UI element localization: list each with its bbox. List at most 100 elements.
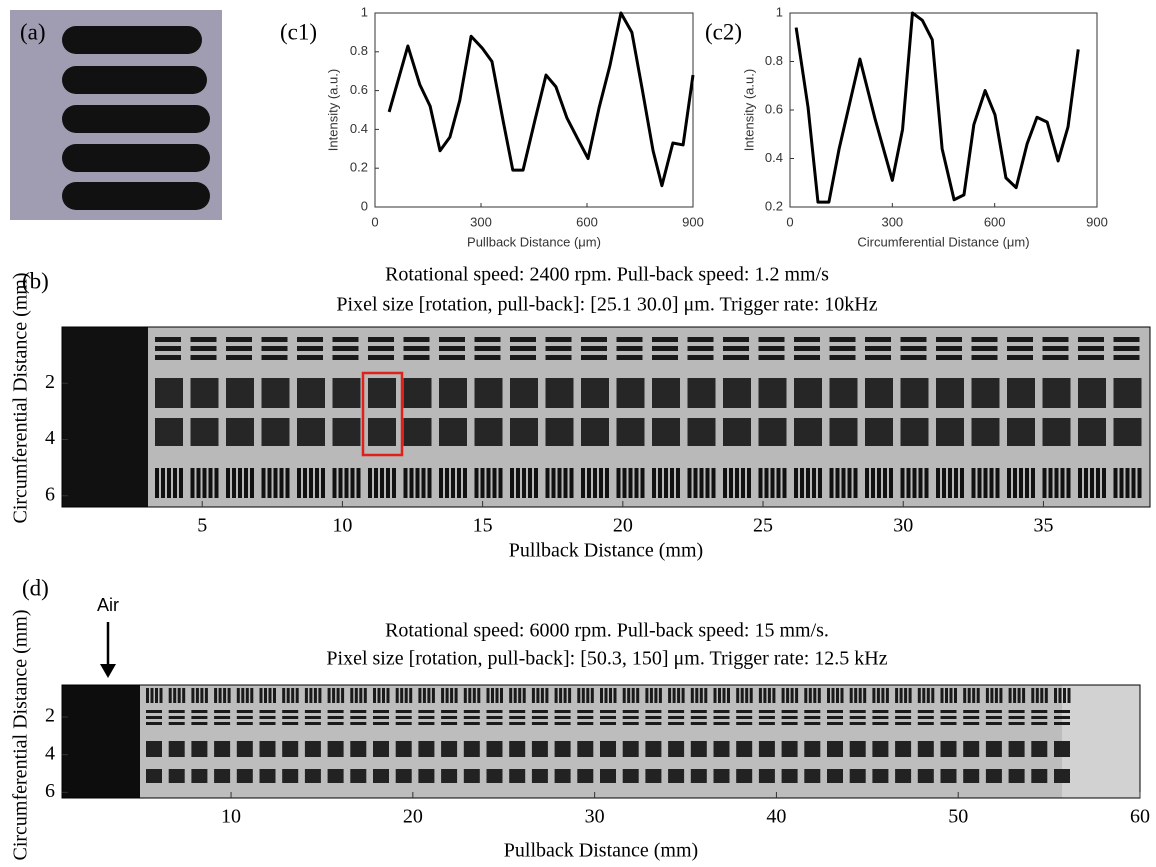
target-block bbox=[971, 378, 1000, 408]
target-bar bbox=[865, 468, 869, 498]
target-bar bbox=[581, 355, 607, 360]
target-bar bbox=[908, 688, 912, 703]
photo-a: (a) bbox=[10, 10, 222, 220]
target-bar bbox=[658, 688, 662, 703]
target-bar bbox=[545, 688, 549, 703]
target-bar bbox=[563, 468, 568, 498]
target-bar bbox=[918, 468, 923, 498]
target-bar bbox=[150, 688, 154, 703]
target-bar bbox=[599, 468, 603, 498]
target-bar bbox=[146, 722, 162, 725]
target-bar bbox=[363, 688, 367, 703]
target-bar bbox=[245, 688, 249, 703]
target-bar bbox=[1054, 710, 1070, 713]
target-bar bbox=[1019, 468, 1023, 498]
target-bar bbox=[723, 468, 727, 498]
target-bar bbox=[690, 716, 707, 719]
target-bar bbox=[1042, 337, 1069, 342]
y-tick-label: 6 bbox=[45, 483, 55, 505]
target-bar bbox=[291, 688, 295, 703]
target-bar bbox=[936, 346, 962, 351]
target-bar bbox=[1054, 468, 1059, 498]
target-bar bbox=[912, 468, 917, 498]
target-bar bbox=[531, 716, 548, 719]
target-bar bbox=[817, 688, 821, 703]
target-block bbox=[545, 418, 574, 446]
target-bar bbox=[522, 468, 526, 498]
target-bar bbox=[1054, 688, 1057, 703]
target-bar bbox=[303, 468, 307, 498]
y-tick-label: 0.8 bbox=[765, 53, 783, 68]
target-bar bbox=[1031, 688, 1035, 703]
target-bar bbox=[190, 337, 217, 342]
target-bar bbox=[441, 688, 445, 703]
target-bar bbox=[645, 710, 662, 713]
target-bar bbox=[392, 468, 396, 498]
target-bar bbox=[554, 722, 571, 725]
target-block bbox=[261, 418, 290, 446]
target-bar bbox=[872, 722, 889, 725]
target-bar bbox=[849, 710, 866, 713]
target-bar bbox=[1078, 337, 1104, 342]
target-bar bbox=[963, 716, 980, 719]
target-bar bbox=[445, 468, 449, 498]
x-tick-label: 300 bbox=[470, 214, 492, 229]
target-bar bbox=[279, 468, 284, 498]
printed-bar bbox=[62, 105, 210, 133]
target-bar bbox=[173, 468, 177, 498]
target-bar bbox=[1066, 468, 1071, 498]
target-bar bbox=[409, 468, 414, 498]
target-bar bbox=[1090, 468, 1094, 498]
target-bar bbox=[196, 468, 201, 498]
target-bar bbox=[1031, 710, 1048, 713]
y-tick-label: 0.2 bbox=[350, 160, 368, 175]
target-bar bbox=[736, 710, 753, 713]
target-bar bbox=[285, 468, 290, 498]
target-bar bbox=[1042, 346, 1069, 351]
target-block bbox=[418, 769, 435, 783]
target-bar bbox=[723, 355, 749, 360]
target-bar bbox=[418, 710, 435, 713]
target-bar bbox=[226, 355, 252, 360]
y-axis-label: Intensity (a.u.) bbox=[741, 69, 756, 151]
target-bar bbox=[654, 688, 658, 703]
target-bar bbox=[554, 716, 571, 719]
target-bar bbox=[786, 688, 790, 703]
target-bar bbox=[267, 468, 272, 498]
target-bar bbox=[940, 716, 957, 719]
target-bar bbox=[226, 468, 230, 498]
x-tick-label: 0 bbox=[786, 214, 793, 229]
target-block bbox=[146, 769, 162, 783]
target-block bbox=[554, 769, 571, 783]
target-bar bbox=[518, 688, 522, 703]
target-bar bbox=[418, 716, 435, 719]
target-bar bbox=[304, 722, 321, 725]
target-bar bbox=[510, 346, 536, 351]
target-block bbox=[917, 769, 934, 783]
target-bar bbox=[723, 337, 749, 342]
target-bar bbox=[849, 716, 866, 719]
target-bar bbox=[551, 468, 556, 498]
target-bar bbox=[474, 337, 501, 342]
target-bar bbox=[191, 722, 208, 725]
target-bar bbox=[191, 688, 195, 703]
target-bar bbox=[415, 468, 420, 498]
target-bar bbox=[711, 468, 716, 498]
target-bar bbox=[1060, 468, 1065, 498]
target-block bbox=[1008, 769, 1025, 783]
target-bar bbox=[670, 468, 674, 498]
target-bar bbox=[631, 688, 635, 703]
x-axis-label: Pullback Distance (mm) bbox=[504, 840, 698, 862]
target-block bbox=[849, 741, 866, 757]
target-bar bbox=[232, 468, 236, 498]
target-bar bbox=[985, 716, 1002, 719]
x-tick-label: 30 bbox=[585, 806, 605, 828]
target-bar bbox=[236, 688, 240, 703]
target-bar bbox=[971, 355, 998, 360]
target-bar bbox=[836, 688, 839, 703]
target-bar bbox=[236, 710, 253, 713]
target-block bbox=[895, 741, 912, 757]
target-block bbox=[1113, 378, 1142, 408]
target-bar bbox=[827, 688, 830, 703]
